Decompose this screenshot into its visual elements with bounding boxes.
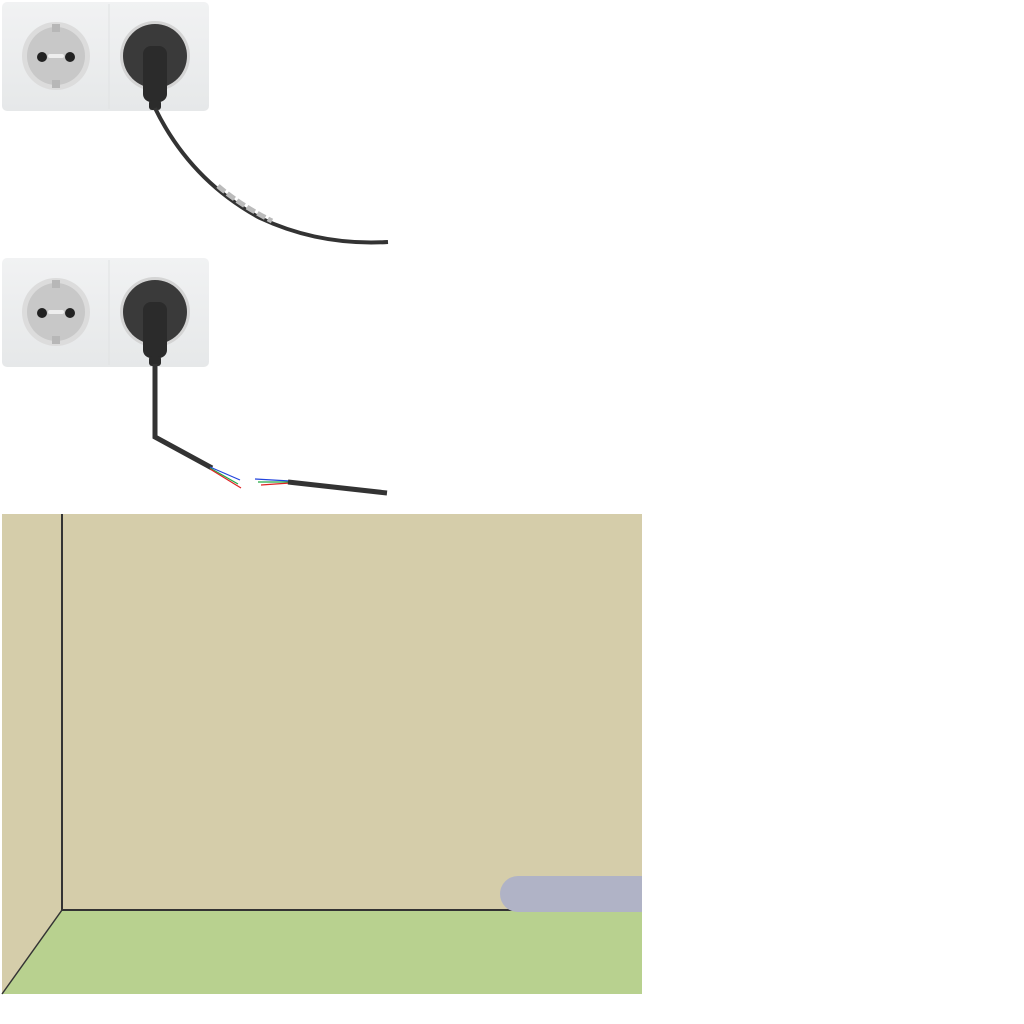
room: [1, 514, 642, 995]
wire-red: [209, 468, 242, 489]
socket-clip: [52, 280, 60, 288]
socket-center: [48, 310, 64, 314]
plug-strain: [149, 100, 161, 110]
plug-body: [143, 46, 167, 102]
socket-clip: [52, 80, 60, 88]
cable-cover: [500, 876, 642, 912]
wire-green: [209, 467, 239, 485]
socket-hole: [65, 308, 75, 318]
cord: [152, 364, 214, 471]
cord-damage: [216, 184, 274, 224]
outlet-curved-cord: [2, 2, 389, 245]
socket-hole: [37, 308, 47, 318]
cord: [153, 107, 389, 245]
socket-hole: [37, 52, 47, 62]
plug-body: [143, 302, 167, 358]
outlet-cut-cord: [2, 258, 388, 496]
cord: [287, 479, 388, 496]
floor-edge: [1, 909, 63, 995]
socket-clip: [52, 336, 60, 344]
socket-hole: [65, 52, 75, 62]
floor: [2, 910, 642, 994]
wire-red: [260, 482, 291, 486]
socket-clip: [52, 24, 60, 32]
plug-strain: [149, 356, 161, 366]
socket-center: [48, 54, 64, 58]
wire-blue: [254, 478, 291, 482]
wire-blue: [209, 466, 241, 481]
